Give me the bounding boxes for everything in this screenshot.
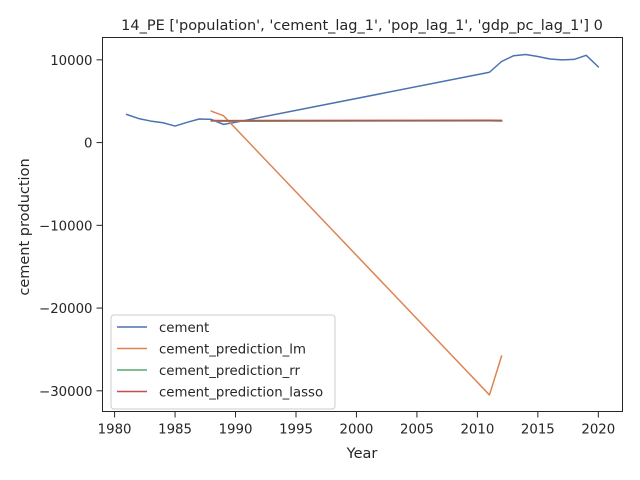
x-tick-label: 1980 [98,423,132,438]
series-line-cement [125,53,600,127]
legend-entry: cement_prediction_lm [159,343,306,358]
chart-title: 14_PE ['population', 'cement_lag_1', 'po… [121,18,603,34]
x-tick-label: 2015 [521,423,555,438]
legend-box [110,314,336,410]
y-tick-label: 0 [84,137,92,152]
y-axis: 10000 0 −10000 −20000 −30000 [39,54,103,400]
legend-entry: cement_prediction_lasso [159,386,323,401]
x-tick-label: 1985 [158,423,192,438]
plot-frame [102,37,623,412]
x-tick-label: 2010 [460,423,494,438]
y-tick-label: −30000 [39,385,92,400]
x-axis-label: Year [346,446,378,462]
legend-entry: cement [159,321,209,336]
x-tick-label: 1990 [219,423,253,438]
x-tick-label: 1995 [279,423,313,438]
y-tick-label: −20000 [39,302,92,317]
y-axis-label: cement production [17,158,33,295]
x-tick-label: 2020 [581,423,615,438]
x-axis: 1980 1985 1990 1995 2000 2005 2010 2015 2020 [98,411,615,438]
x-tick-label: 2000 [340,423,374,438]
y-tick-label: −10000 [39,219,92,234]
series-line-cement-prediction-lm [210,110,503,396]
y-tick-label: 10000 [50,54,92,69]
legend: cement cement_prediction_lm cement_predict… [110,314,336,410]
x-tick-label: 2005 [400,423,434,438]
legend-entry: cement_prediction_rr [159,364,301,379]
plot-lines [125,53,600,396]
